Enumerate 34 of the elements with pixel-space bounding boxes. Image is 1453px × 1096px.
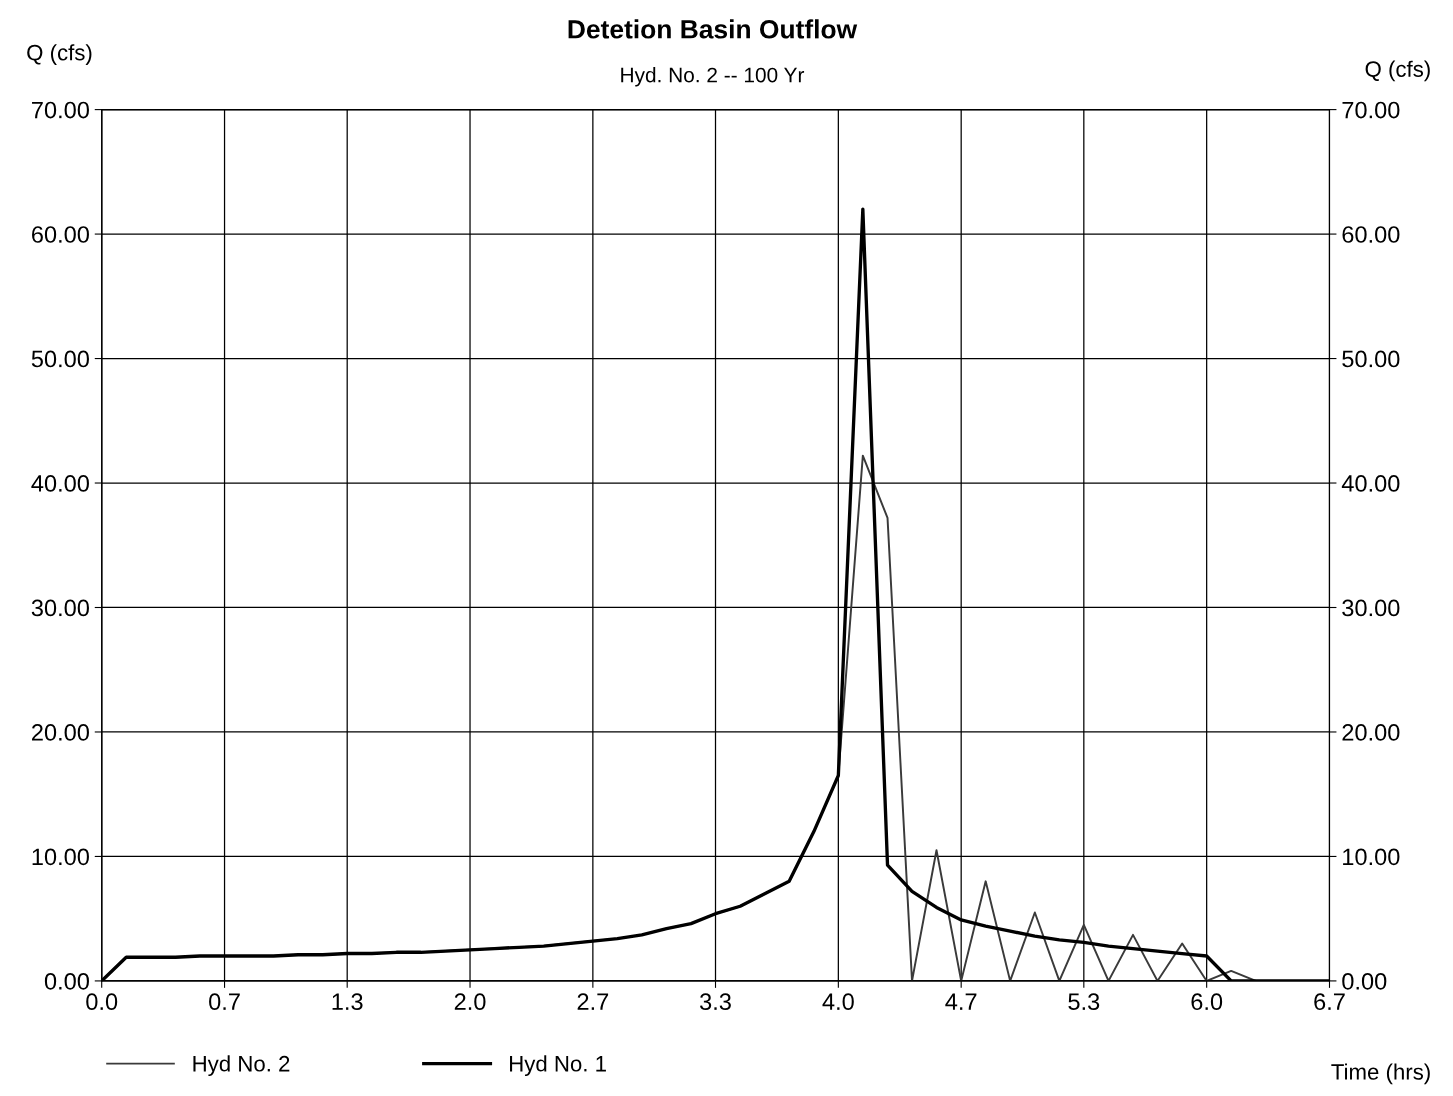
- y2-tick-label: 0.00: [1342, 972, 1387, 990]
- y-tick-label: 40.00: [31, 475, 89, 492]
- x-tick-label: 0.0: [86, 993, 118, 1011]
- y-tick-label: 20.00: [32, 724, 89, 741]
- x-tick-label: 6.7: [1314, 993, 1345, 1011]
- x-tick-label: 2.7: [577, 993, 609, 1010]
- chart-subtitle: Hyd. No. 2 -- 100 Yr: [621, 67, 805, 87]
- y2-tick-label: 70.00: [1342, 101, 1400, 119]
- y-tick-label: 70.00: [32, 101, 89, 119]
- y2-tick-label: 20.00: [1342, 724, 1400, 741]
- legend-label: Hyd No. 1: [510, 1055, 606, 1076]
- y2-tick-label: 10.00: [1343, 848, 1400, 866]
- x-tick-label: 3.3: [700, 993, 731, 1011]
- legend-label: Hyd No. 2: [193, 1055, 290, 1076]
- chart-title: Detetion Basin Outflow: [568, 19, 858, 39]
- y2-tick-label: 40.00: [1341, 475, 1400, 492]
- x-axis-title: Time (hrs): [1331, 1063, 1430, 1085]
- x-tick-label: 2.0: [454, 993, 486, 1011]
- y2-axis-title: Q (cfs): [1365, 60, 1430, 82]
- y-tick-label: 60.00: [32, 226, 89, 243]
- y2-tick-label: 50.00: [1342, 350, 1400, 368]
- x-tick-label: 4.7: [945, 993, 977, 1010]
- x-tick-label: 1.3: [332, 993, 363, 1011]
- x-tick-label: 4.0: [822, 993, 854, 1011]
- y-tick-label: 10.00: [32, 848, 89, 866]
- y-tick-label: 30.00: [31, 599, 89, 617]
- x-tick-label: 0.7: [209, 993, 240, 1011]
- y-axis-title: Q (cfs): [27, 44, 92, 65]
- x-tick-label: 6.0: [1191, 993, 1223, 1011]
- x-tick-label: 5.3: [1068, 993, 1100, 1011]
- y2-tick-label: 30.00: [1342, 599, 1400, 617]
- y2-tick-label: 60.00: [1342, 226, 1400, 243]
- y-tick-label: 0.00: [44, 972, 89, 990]
- y-tick-label: 50.00: [31, 350, 89, 368]
